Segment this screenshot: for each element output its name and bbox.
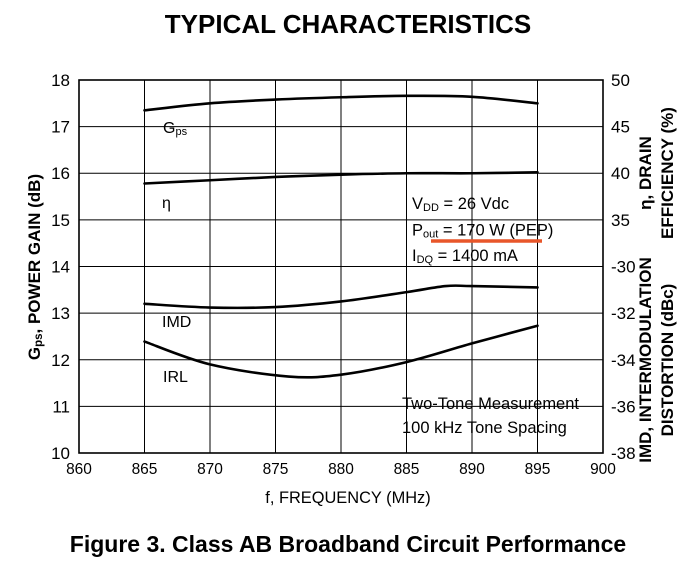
- svg-text:50: 50: [611, 71, 630, 90]
- svg-text:-36: -36: [611, 397, 636, 416]
- svg-text:VDD = 26 Vdc: VDD = 26 Vdc: [412, 195, 509, 214]
- svg-text:45: 45: [611, 118, 630, 137]
- svg-text:-38: -38: [611, 444, 636, 463]
- svg-text:890: 890: [459, 461, 485, 478]
- svg-text:η: η: [162, 195, 171, 212]
- svg-text:IMD: IMD: [162, 314, 191, 331]
- svg-text:18: 18: [51, 71, 70, 90]
- svg-text:-34: -34: [611, 351, 636, 370]
- svg-text:-32: -32: [611, 304, 636, 323]
- svg-text:-30: -30: [611, 258, 636, 277]
- svg-text:IRL: IRL: [163, 369, 188, 386]
- svg-text:Gps: Gps: [163, 120, 188, 138]
- svg-text:860: 860: [66, 461, 92, 478]
- svg-text:35: 35: [611, 211, 630, 230]
- svg-text:865: 865: [132, 461, 158, 478]
- svg-text:885: 885: [394, 461, 420, 478]
- svg-text:900: 900: [590, 461, 616, 478]
- svg-text:17: 17: [51, 118, 70, 137]
- svg-text:13: 13: [51, 304, 70, 323]
- svg-text:16: 16: [51, 164, 70, 183]
- svg-text:895: 895: [525, 461, 551, 478]
- svg-text:IDQ = 1400 mA: IDQ = 1400 mA: [412, 247, 518, 266]
- svg-text:870: 870: [197, 461, 223, 478]
- svg-text:Pout = 170 W (PEP): Pout = 170 W (PEP): [412, 222, 553, 241]
- svg-text:14: 14: [51, 258, 70, 277]
- svg-text:Two-Tone Measurement: Two-Tone Measurement: [402, 395, 579, 413]
- svg-text:100 kHz Tone Spacing: 100 kHz Tone Spacing: [402, 419, 567, 437]
- svg-text:880: 880: [328, 461, 354, 478]
- svg-text:15: 15: [51, 211, 70, 230]
- svg-text:40: 40: [611, 164, 630, 183]
- svg-text:875: 875: [263, 461, 289, 478]
- svg-text:12: 12: [51, 351, 70, 370]
- svg-text:11: 11: [52, 397, 70, 416]
